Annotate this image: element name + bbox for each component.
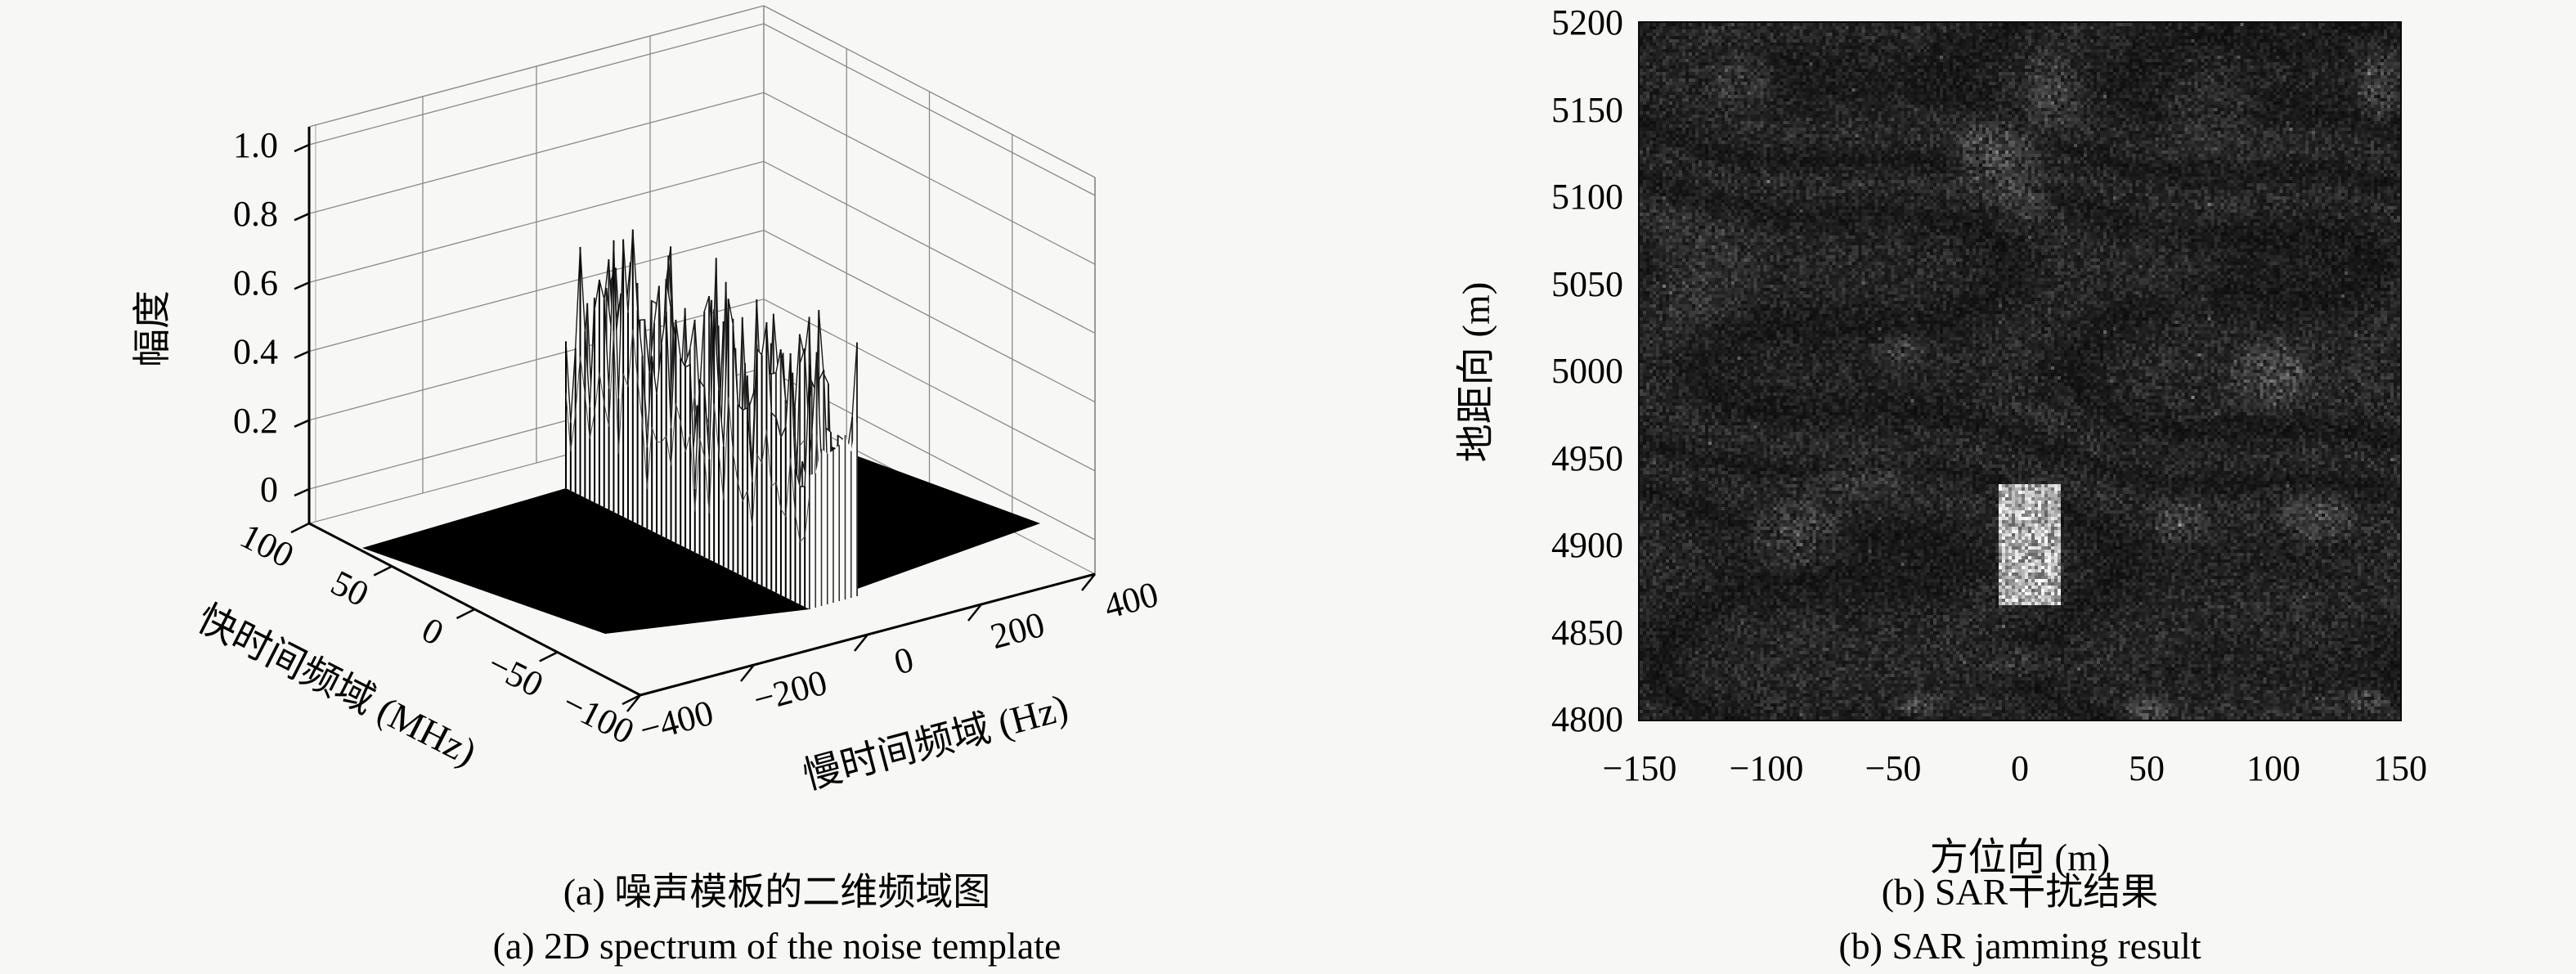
tick-label: 400 bbox=[1100, 574, 1162, 626]
z-axis-label: 幅度 bbox=[132, 290, 174, 367]
tick-label: 1.0 bbox=[233, 125, 278, 165]
slow-time-axis-label: 慢时间频域 (Hz) bbox=[799, 686, 1073, 797]
sar-image-frame bbox=[1638, 21, 2402, 721]
tick-label: 5100 bbox=[1551, 177, 1623, 217]
tick-label: 0.8 bbox=[233, 194, 278, 234]
tick-label: −50 bbox=[482, 644, 550, 705]
tick-label: −100 bbox=[556, 683, 640, 752]
noise-spectrum-3d-plot: 0 0.2 0.4 0.6 0.8 1.0 100 50 0 −50−100−400 −200 0 20… bbox=[132, 5, 1162, 798]
tick-label: 5000 bbox=[1551, 351, 1623, 391]
caption-b-zh: (b) SAR干扰结果 bbox=[1881, 871, 2159, 913]
tick-label: −50 bbox=[1865, 748, 1922, 788]
noise-surface bbox=[362, 229, 1040, 634]
tick-label: 5200 bbox=[1551, 2, 1623, 43]
tick-label: −200 bbox=[749, 662, 831, 720]
tick-label: 5050 bbox=[1551, 263, 1623, 304]
tick-label: −150 bbox=[1602, 748, 1677, 788]
azimuth-axis-label: 方位向 (m) bbox=[1929, 837, 2111, 879]
tick-label: −400 bbox=[635, 693, 717, 751]
tick-label: 4850 bbox=[1551, 612, 1623, 653]
tick-label: 100 bbox=[234, 515, 300, 576]
tick-label: 50 bbox=[2129, 748, 2165, 788]
tick-label: 100 bbox=[2246, 748, 2300, 788]
sar-image bbox=[1640, 23, 2400, 720]
tick-label: 0.6 bbox=[233, 263, 278, 303]
tick-label: 4950 bbox=[1551, 438, 1623, 478]
tick-label: 0.2 bbox=[233, 401, 278, 441]
tick-label: 0 bbox=[890, 639, 918, 682]
tick-label: 50 bbox=[325, 563, 375, 615]
tick-label: 4900 bbox=[1551, 525, 1623, 565]
tick-label: 0 bbox=[415, 609, 450, 653]
tick-label: 4800 bbox=[1551, 699, 1623, 739]
grid-panes bbox=[308, 5, 1096, 575]
range-axis-label: 地距向 (m) bbox=[1455, 281, 1498, 463]
caption-b-en: (b) SAR jamming result bbox=[1838, 925, 2201, 967]
tick-label: −100 bbox=[1729, 748, 1804, 788]
tick-label: 0 bbox=[2011, 748, 2029, 788]
tick-label: 5150 bbox=[1551, 89, 1623, 130]
tick-label: 0.4 bbox=[233, 332, 278, 372]
axes-spines bbox=[290, 127, 1096, 712]
caption-a-zh: (a) 噪声模板的二维频域图 bbox=[563, 871, 991, 913]
tick-label: 150 bbox=[2373, 748, 2427, 788]
caption-a-en: (a) 2D spectrum of the noise template bbox=[492, 925, 1061, 967]
tick-label: 200 bbox=[986, 604, 1048, 657]
tick-label: 0 bbox=[260, 469, 278, 509]
